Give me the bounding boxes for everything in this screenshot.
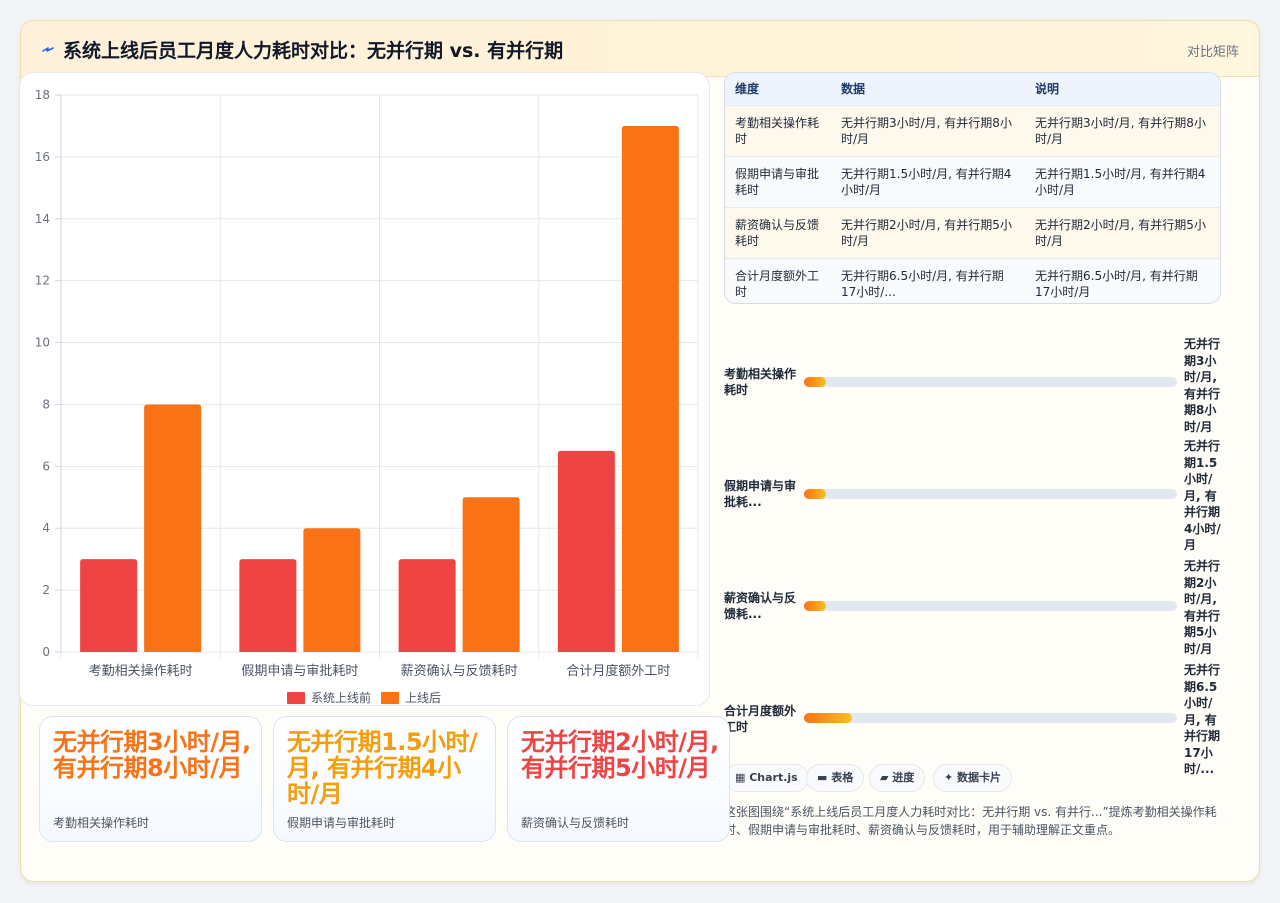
table-cell: 考勤相关操作耗时 bbox=[725, 104, 831, 156]
table-cell: 无并行期1.5小时/月, 有并行期4小时/月 bbox=[831, 155, 1025, 207]
table-cell: 无并行期2小时/月, 有并行期5小时/月 bbox=[1025, 206, 1220, 258]
table-cell: 无并行期2小时/月, 有并行期5小时/月 bbox=[831, 206, 1025, 258]
bar-before bbox=[80, 559, 138, 652]
table-header-data: 数据 bbox=[831, 73, 1025, 105]
progress-value: 无并行期3小时/月, 有并行期8小时/月 bbox=[1184, 337, 1221, 434]
legend-label: 上线后 bbox=[405, 691, 441, 705]
y-tick-label: 18 bbox=[35, 88, 50, 102]
y-tick-label: 6 bbox=[42, 459, 50, 473]
table-header-dimension: 维度 bbox=[725, 73, 831, 105]
comparison-table: 维度 数据 说明 考勤相关操作耗时 无并行期3小时/月, 有并行期8小时/月 无… bbox=[724, 72, 1221, 304]
bar-chart-panel: 0 2 4 6 8 10 12 14 16 18 考勤相关操作耗时 假期申请与审批耗时 薪资确认与反馈耗… bbox=[19, 72, 710, 706]
table-cell: 无并行期1.5小时/月, 有并行期4小时/月 bbox=[1025, 155, 1220, 207]
table-cell: 薪资确认与反馈耗时 bbox=[725, 206, 831, 258]
bar-chart: 0 2 4 6 8 10 12 14 16 18 考勤相关操作耗时 假期申请与审批耗时 薪资确认与反馈耗… bbox=[35, 88, 699, 705]
y-tick-label: 8 bbox=[42, 397, 50, 411]
progress-fill bbox=[804, 713, 853, 723]
progress-value: 无并行期2小时/月, 有并行期5小时/月 bbox=[1184, 559, 1221, 656]
table-cell: 假期申请与审批耗时 bbox=[725, 155, 831, 207]
progress-label: 薪资确认与反馈耗... bbox=[724, 591, 797, 621]
table-row: 考勤相关操作耗时 无并行期3小时/月, 有并行期8小时/月 无并行期3小时/月,… bbox=[725, 104, 1220, 156]
tag-chartjs[interactable]: ▦ Chart.js bbox=[724, 764, 809, 792]
progress-label: 假期申请与审批耗... bbox=[724, 479, 797, 509]
y-tick-label: 10 bbox=[35, 336, 50, 350]
y-tick-label: 16 bbox=[35, 150, 50, 164]
table-cell: 无并行期6.5小时/月, 有并行期17小时/... bbox=[831, 257, 1025, 303]
x-tick-label: 合计月度额外工时 bbox=[566, 663, 670, 679]
y-tick-label: 4 bbox=[42, 521, 50, 535]
progress-track bbox=[804, 377, 1177, 387]
stat-value: 无并行期2小时/月, 有并行期5小时/月 bbox=[521, 728, 719, 782]
tag-data-card[interactable]: ✦ 数据卡片 bbox=[933, 764, 1013, 792]
table-row: 合计月度额外工时 无并行期6.5小时/月, 有并行期17小时/... 无并行期6… bbox=[725, 257, 1220, 303]
stat-card-salary: 无并行期2小时/月, 有并行期5小时/月 薪资确认与反馈耗时 bbox=[507, 716, 730, 842]
progress-row-attendance: 考勤相关操作耗时 无并行期3小时/月, 有并行期8小时/月 bbox=[724, 336, 1224, 434]
y-tick-label: 12 bbox=[35, 274, 50, 288]
progress-value: 无并行期1.5小时/月, 有并行期4小时/月 bbox=[1184, 439, 1221, 552]
bar-before bbox=[398, 559, 456, 652]
x-tick-label: 薪资确认与反馈耗时 bbox=[401, 664, 518, 679]
progress-fill bbox=[804, 601, 827, 611]
progress-fill bbox=[804, 489, 827, 499]
tag-progress[interactable]: ▰ 进度 bbox=[869, 764, 926, 792]
table-row: 薪资确认与反馈耗时 无并行期2小时/月, 有并行期5小时/月 无并行期2小时/月… bbox=[725, 206, 1220, 258]
progress-track bbox=[804, 489, 1177, 499]
y-tick-label: 0 bbox=[42, 645, 50, 659]
page-title: 系统上线后员工月度人力耗时对比：无并行期 vs. 有并行期 bbox=[63, 40, 564, 62]
progress-row-salary: 薪资确认与反馈耗... 无并行期2小时/月, 有并行期5小时/月 bbox=[724, 558, 1224, 656]
bar-before bbox=[239, 559, 297, 652]
lightning-icon bbox=[42, 47, 54, 52]
bar-after bbox=[462, 497, 520, 652]
progress-row-total: 合计月度额外工时 无并行期6.5小时/月, 有并行期17小时/... bbox=[724, 662, 1224, 776]
progress-row-leave: 假期申请与审批耗... 无并行期1.5小时/月, 有并行期4小时/月 bbox=[724, 438, 1224, 552]
table-header-row: 维度 数据 说明 bbox=[725, 73, 1220, 105]
stat-label: 假期申请与审批耗时 bbox=[287, 816, 396, 830]
stat-label: 考勤相关操作耗时 bbox=[53, 816, 150, 830]
table-cell: 无并行期6.5小时/月, 有并行期17小时/月 bbox=[1025, 257, 1220, 303]
bar-before bbox=[557, 450, 615, 652]
summary-note: 这张图围绕“系统上线后员工月度人力耗时对比：无并行期 vs. 有并行...”提炼… bbox=[724, 805, 1217, 837]
x-tick-label: 假期申请与审批耗时 bbox=[241, 664, 358, 679]
header-bar: 系统上线后员工月度人力耗时对比：无并行期 vs. 有并行期 对比矩阵 bbox=[21, 21, 1259, 77]
legend-label: 系统上线前 bbox=[311, 690, 371, 705]
legend-swatch-1 bbox=[381, 692, 399, 704]
stat-card-leave: 无并行期1.5小时/月, 有并行期4小时/月 假期申请与审批耗时 bbox=[273, 716, 496, 842]
bar-after bbox=[144, 404, 202, 652]
progress-fill bbox=[804, 377, 827, 387]
table-row: 假期申请与审批耗时 无并行期1.5小时/月, 有并行期4小时/月 无并行期1.5… bbox=[725, 155, 1220, 207]
stat-value: 无并行期1.5小时/月, 有并行期4小时/月 bbox=[287, 728, 478, 808]
progress-value: 无并行期6.5小时/月, 有并行期17小时/... bbox=[1184, 663, 1221, 776]
progress-track bbox=[804, 601, 1177, 611]
progress-track bbox=[804, 713, 1177, 723]
y-tick-label: 2 bbox=[42, 583, 50, 597]
table-cell: 合计月度额外工时 bbox=[725, 257, 831, 303]
tag-table[interactable]: ▬ 表格 bbox=[806, 764, 865, 792]
stat-card-attendance: 无并行期3小时/月, 有并行期8小时/月 考勤相关操作耗时 bbox=[39, 716, 262, 842]
table-cell: 无并行期3小时/月, 有并行期8小时/月 bbox=[1025, 104, 1220, 156]
progress-label: 合计月度额外工时 bbox=[724, 704, 797, 734]
table-cell: 无并行期3小时/月, 有并行期8小时/月 bbox=[831, 104, 1025, 156]
table-header-note: 说明 bbox=[1025, 73, 1220, 105]
progress-label: 考勤相关操作耗时 bbox=[724, 367, 797, 397]
comparison-matrix-link[interactable]: 对比矩阵 bbox=[1186, 45, 1239, 60]
y-tick-label: 14 bbox=[35, 212, 50, 226]
x-tick-label: 考勤相关操作耗时 bbox=[89, 663, 193, 679]
bar-after bbox=[621, 125, 679, 652]
stat-value: 无并行期3小时/月, 有并行期8小时/月 bbox=[53, 728, 251, 782]
stat-label: 薪资确认与反馈耗时 bbox=[521, 816, 630, 830]
bar-after bbox=[303, 528, 361, 652]
legend-swatch-0 bbox=[287, 692, 305, 704]
